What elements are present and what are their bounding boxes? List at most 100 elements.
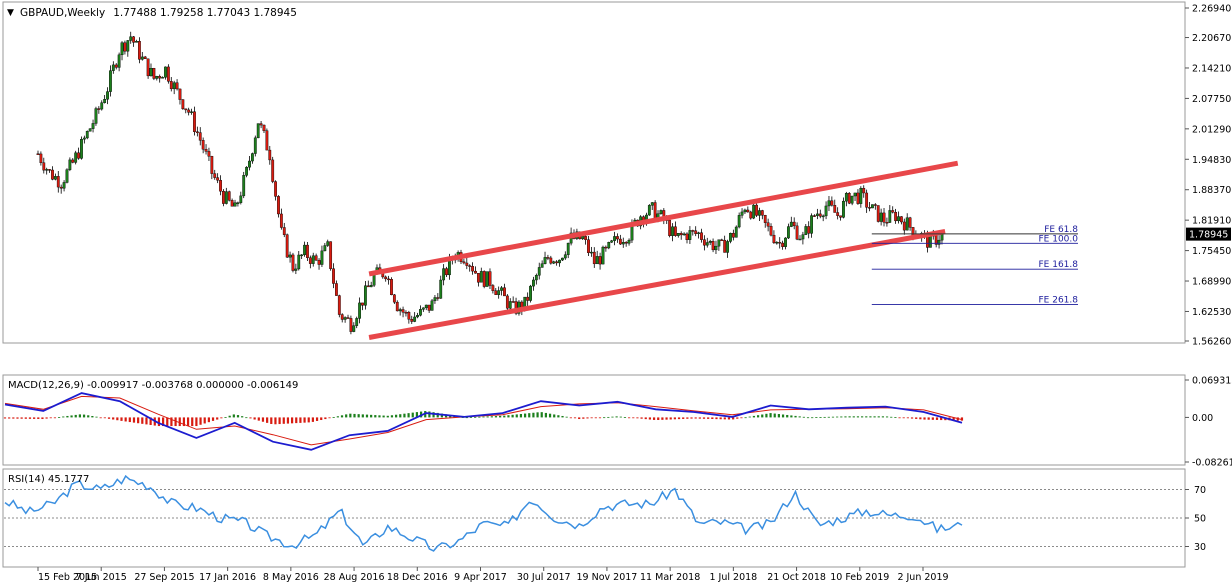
macd-histogram-bar: [831, 416, 835, 418]
rsi-label: RSI(14) 45.1777: [8, 474, 89, 485]
candle-body: [146, 58, 150, 77]
date-tick-label: 17 Jan 2016: [199, 572, 256, 583]
price-tick-label: 1.81910: [1192, 216, 1231, 227]
macd-histogram-bar: [286, 417, 290, 424]
macd-histogram-bar: [428, 411, 431, 418]
candle-body: [164, 66, 167, 78]
rsi-axis: 70 50 30: [1185, 485, 1206, 553]
macd-histogram-bar: [573, 417, 577, 419]
candle-body: [729, 232, 732, 242]
price-tick-label: 2.26940: [1192, 4, 1231, 15]
candle-body: [288, 254, 292, 258]
price-panel[interactable]: [2, 1, 1186, 344]
candle-body: [314, 255, 318, 261]
macd-histogram-bar: [91, 416, 94, 418]
candle-body: [245, 166, 249, 176]
candle-body: [419, 309, 422, 316]
candle-body: [204, 149, 208, 152]
candle-body: [285, 234, 289, 258]
candle-body: [126, 40, 130, 52]
candle-body: [607, 242, 611, 249]
candle-body: [198, 132, 202, 141]
candle-body: [294, 268, 298, 271]
candle-body: [384, 276, 388, 280]
macd-histogram-bar: [594, 417, 597, 419]
macd-histogram-bar: [336, 416, 339, 418]
price-axis: 2.26940 2.20670 2.14210 2.07750 2.01290 1.948…: [1185, 4, 1231, 348]
candle-body: [532, 279, 535, 287]
date-tick-label: 15 Feb 2015: [38, 572, 97, 583]
candle-body: [291, 254, 295, 271]
macd-histogram-bar: [611, 416, 614, 418]
macd-histogram-bar: [852, 416, 855, 418]
macd-histogram-bar: [756, 415, 760, 418]
candle-body: [300, 254, 304, 257]
candle-body: [737, 215, 741, 228]
candle-body: [436, 297, 440, 299]
candle-body: [361, 302, 364, 306]
candle-body: [537, 267, 541, 276]
macd-histogram-bar: [132, 417, 136, 423]
macd-histogram-bar: [370, 414, 373, 418]
macd-histogram-bar: [57, 417, 61, 418]
macd-histogram-bar: [45, 417, 48, 419]
candle-body: [810, 215, 813, 234]
macd-histogram-bar: [669, 417, 672, 420]
macd-histogram-bar: [249, 417, 252, 419]
macd-histogram-bar: [665, 417, 668, 420]
candle-body: [233, 202, 237, 207]
macd-histogram-bar: [548, 413, 552, 418]
date-tick-label: 19 Nov 2017: [576, 572, 637, 583]
macd-histogram-bar: [178, 417, 181, 427]
candle-body: [676, 232, 680, 236]
candle-body: [758, 210, 761, 216]
macd-histogram-bar: [162, 417, 165, 427]
chart-title: GBPAUD,Weekly 1.77488 1.79258 1.77043 1.7…: [20, 7, 297, 19]
macd-histogram-bar: [299, 417, 302, 423]
candle-body: [462, 261, 466, 264]
candle-body: [584, 236, 587, 240]
macd-histogram-bar: [53, 417, 57, 419]
candle-body: [109, 70, 112, 92]
macd-histogram-bar: [740, 417, 743, 419]
date-tick-label: 2 Jun 2019: [897, 572, 948, 583]
candle-body: [129, 36, 133, 41]
candle-body: [303, 244, 306, 256]
price-tick-label: 2.07750: [1192, 94, 1231, 105]
macd-histogram-bar: [902, 417, 905, 419]
candle-body: [879, 212, 883, 222]
candle-body: [587, 239, 590, 253]
candle-body: [111, 64, 115, 71]
candle-body: [117, 54, 121, 68]
candle-body: [792, 221, 796, 227]
candle-body: [514, 301, 518, 314]
macd-histogram-bar: [890, 416, 893, 418]
macd-histogram-bar: [203, 417, 206, 424]
date-tick-label: 8 May 2016: [263, 572, 319, 583]
macd-histogram-bar: [748, 416, 751, 418]
candle-body: [558, 259, 561, 264]
price-tick-label: 2.14210: [1192, 63, 1231, 74]
candle-body: [755, 204, 758, 216]
candle-body: [155, 76, 159, 79]
candle-body: [413, 316, 417, 322]
date-tick-label: 18 Dec 2016: [387, 572, 448, 583]
macd-histogram-bar: [395, 414, 398, 418]
date-tick-label: 10 Feb 2019: [830, 572, 889, 583]
candle-body: [329, 241, 333, 269]
chart-menu-icon[interactable]: ▼: [7, 8, 14, 18]
candle-body: [595, 256, 599, 265]
candle-body: [82, 137, 86, 140]
candle-body: [853, 192, 857, 197]
macd-histogram-bar: [195, 417, 198, 427]
candle-body: [306, 244, 309, 258]
macd-histogram-bar: [598, 417, 602, 419]
macd-histogram-bar: [490, 416, 493, 418]
candle-body: [77, 152, 80, 159]
macd-histogram-bar: [295, 417, 298, 424]
candle-body: [424, 304, 428, 309]
macd-histogram-bar: [719, 417, 722, 420]
candle-body: [821, 215, 825, 218]
candle-body: [801, 234, 805, 240]
macd-histogram-bar: [390, 415, 394, 418]
